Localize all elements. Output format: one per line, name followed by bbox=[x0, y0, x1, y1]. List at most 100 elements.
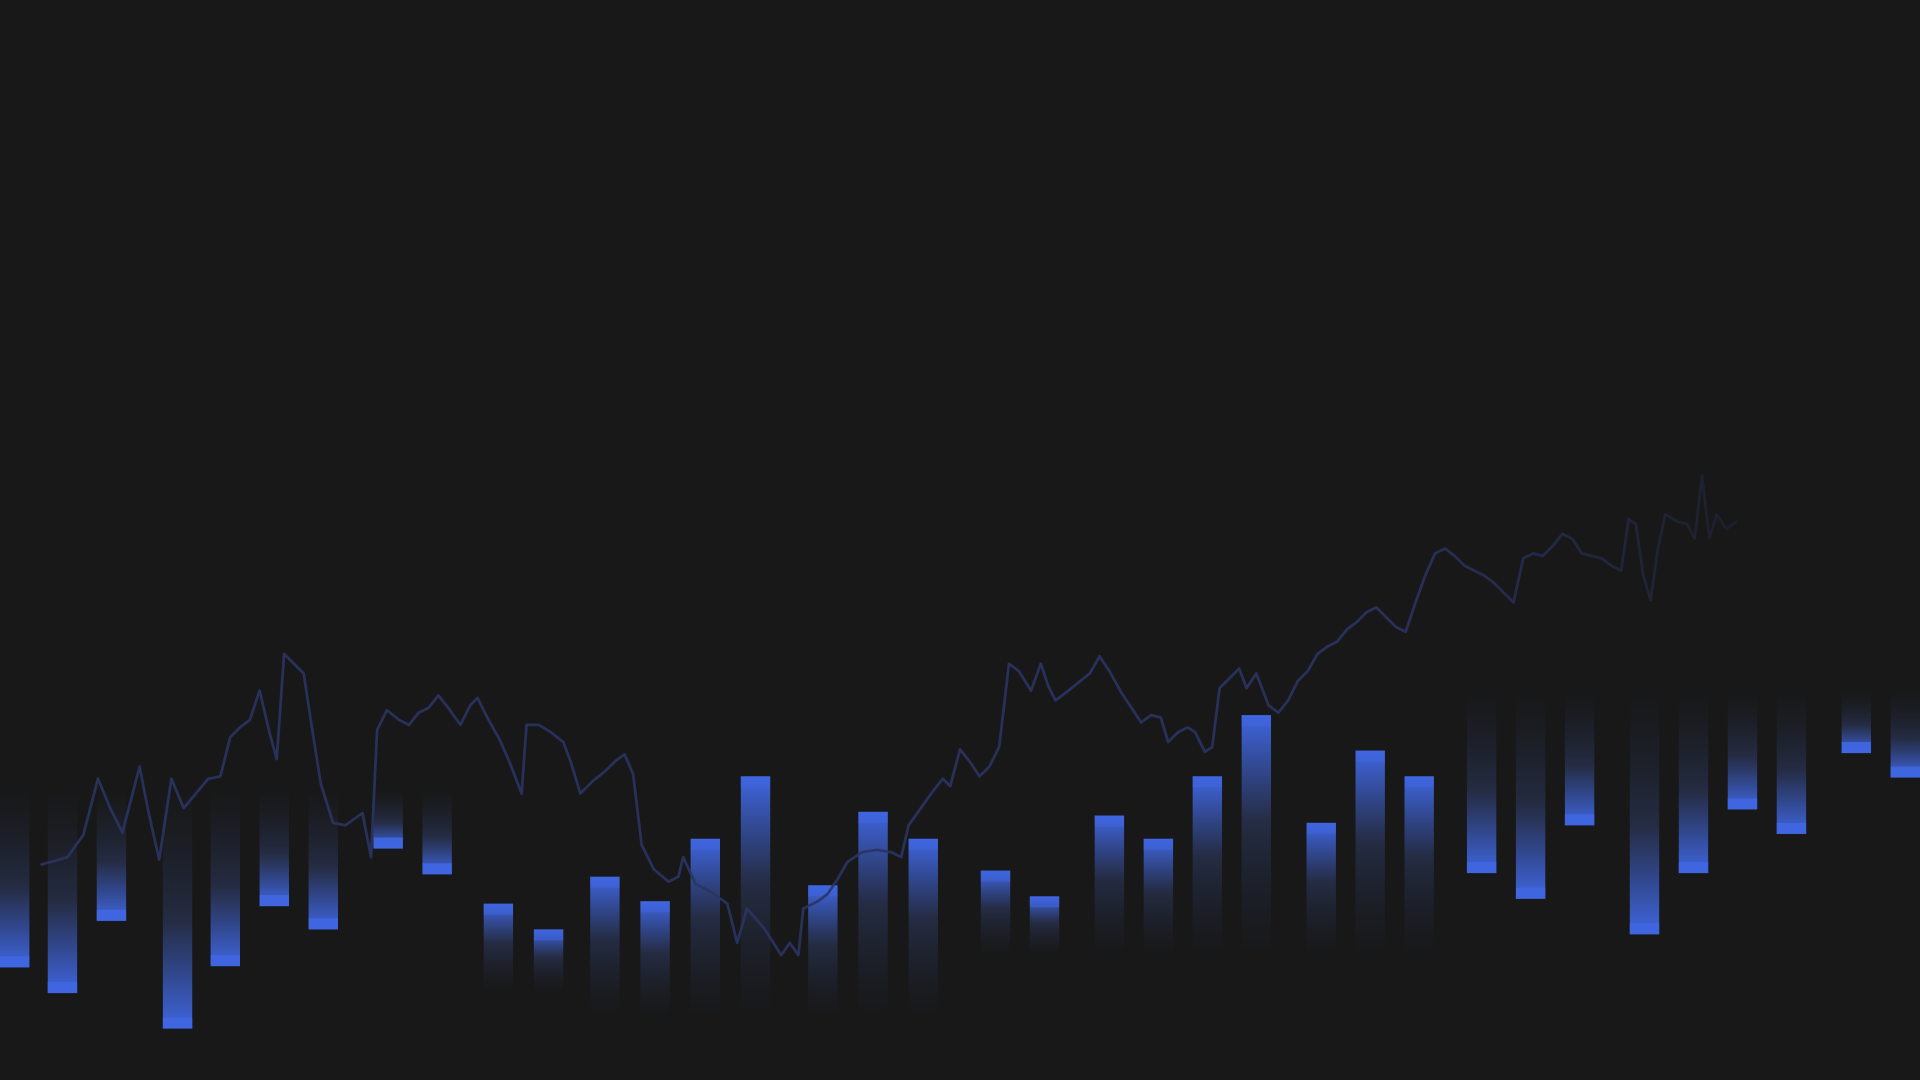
volume-bar-cap bbox=[740, 776, 771, 788]
volume-bar-cap bbox=[1890, 766, 1920, 778]
volume-bar-cap bbox=[690, 838, 720, 850]
volume-bar bbox=[1841, 691, 1872, 754]
volume-bar bbox=[373, 789, 403, 849]
volume-bar bbox=[1306, 822, 1336, 956]
volume-bar-body bbox=[1515, 691, 1546, 899]
volume-bar-body bbox=[422, 789, 452, 875]
volume-bar bbox=[1727, 691, 1758, 810]
volume-bar bbox=[1890, 691, 1920, 778]
volume-bar bbox=[533, 929, 564, 992]
volume-bar bbox=[1404, 776, 1434, 956]
volume-bar bbox=[1678, 691, 1709, 874]
volume-bar-cap bbox=[1841, 742, 1872, 754]
volume-bar-cap bbox=[422, 863, 452, 875]
volume-bar-body bbox=[1143, 838, 1174, 956]
volume-bar-cap bbox=[1241, 715, 1272, 727]
volume-bar-cap bbox=[1776, 822, 1807, 834]
volume-bar-cap bbox=[1306, 822, 1336, 834]
volume-bar-body bbox=[590, 876, 620, 1017]
volume-bar-cap bbox=[96, 909, 127, 921]
volume-bar-body bbox=[740, 776, 771, 1017]
volume-bar-cap bbox=[1355, 750, 1385, 762]
volume-bar bbox=[422, 789, 452, 875]
volume-bar-cap bbox=[1466, 862, 1497, 874]
volume-bar-body bbox=[1241, 715, 1272, 956]
volume-bar bbox=[908, 838, 938, 1017]
volume-bar bbox=[210, 789, 240, 967]
volume-bar-body bbox=[1776, 691, 1807, 834]
volume-bar-cap bbox=[1404, 776, 1434, 788]
volume-bar-cap bbox=[1678, 862, 1709, 874]
volume-bar-cap bbox=[980, 870, 1011, 882]
volume-bar-body bbox=[1306, 822, 1336, 956]
volume-bar bbox=[690, 838, 720, 1017]
price-line-layer bbox=[40, 473, 1738, 957]
volume-bar-cap bbox=[1143, 838, 1174, 850]
volume-bar-cap bbox=[0, 956, 30, 968]
volume-bar bbox=[808, 885, 838, 1017]
volume-bar-cap bbox=[210, 955, 240, 967]
volume-bar-body bbox=[210, 789, 240, 967]
volume-bar-body bbox=[690, 838, 720, 1017]
volume-bar bbox=[1029, 896, 1060, 956]
volume-bar-cap bbox=[1094, 815, 1125, 827]
volume-bar-body bbox=[1564, 691, 1595, 826]
volume-bar-body bbox=[1466, 691, 1497, 874]
volume-bar-body bbox=[162, 789, 193, 1029]
volume-bar-cap bbox=[373, 837, 403, 849]
volume-bar-cap bbox=[590, 876, 620, 888]
volume-bar bbox=[1094, 815, 1125, 956]
volume-bar bbox=[162, 789, 193, 1029]
volume-bar-body bbox=[908, 838, 938, 1017]
volume-bar bbox=[1564, 691, 1595, 826]
volume-bar-cap bbox=[162, 1017, 193, 1029]
volume-bar bbox=[1143, 838, 1174, 956]
volume-bar-body bbox=[1404, 776, 1434, 956]
volume-bar bbox=[590, 876, 620, 1017]
volume-bar-body bbox=[1678, 691, 1709, 874]
volume-bars bbox=[0, 691, 1920, 1029]
volume-bar-cap bbox=[908, 838, 938, 850]
volume-bar-cap bbox=[808, 885, 838, 897]
volume-bar-body bbox=[1890, 691, 1920, 778]
volume-bar-cap bbox=[533, 929, 564, 941]
volume-bar-body bbox=[259, 789, 289, 907]
volume-bar-body bbox=[1629, 691, 1660, 935]
volume-bar-body bbox=[1094, 815, 1125, 956]
volume-bar-body bbox=[1727, 691, 1758, 810]
volume-bar-cap bbox=[1029, 896, 1060, 908]
volume-bar-cap bbox=[640, 901, 670, 913]
volume-bar-cap bbox=[858, 811, 888, 823]
volume-bar-body bbox=[47, 789, 78, 994]
volume-bar-body bbox=[640, 901, 670, 1017]
volume-bar-cap bbox=[1515, 887, 1546, 899]
volume-bar bbox=[47, 789, 78, 994]
volume-bar bbox=[1629, 691, 1660, 935]
volume-bar bbox=[858, 811, 888, 1017]
volume-bar bbox=[259, 789, 289, 907]
volume-bar-cap bbox=[483, 903, 514, 915]
volume-bar-cap bbox=[1727, 798, 1758, 810]
volume-bar-body bbox=[1355, 750, 1385, 956]
volume-bar bbox=[1776, 691, 1807, 834]
volume-bar bbox=[1241, 715, 1272, 956]
volume-bar bbox=[1355, 750, 1385, 956]
price-line bbox=[40, 473, 1738, 957]
volume-bar-cap bbox=[308, 918, 338, 930]
volume-bar-body bbox=[808, 885, 838, 1017]
volume-bar-body bbox=[1192, 776, 1223, 956]
volume-bar bbox=[1466, 691, 1497, 874]
volume-bar bbox=[0, 789, 30, 968]
volume-bar-body bbox=[0, 789, 30, 968]
volume-bar-cap bbox=[1629, 923, 1660, 935]
volume-bar-cap bbox=[1192, 776, 1223, 788]
volume-bar bbox=[308, 789, 338, 930]
volume-bar bbox=[1192, 776, 1223, 956]
volume-bar bbox=[980, 870, 1011, 956]
volume-bar bbox=[1515, 691, 1546, 899]
volume-bar-body bbox=[483, 903, 514, 992]
volume-bar-cap bbox=[259, 895, 289, 907]
volume-bar-body bbox=[980, 870, 1011, 956]
